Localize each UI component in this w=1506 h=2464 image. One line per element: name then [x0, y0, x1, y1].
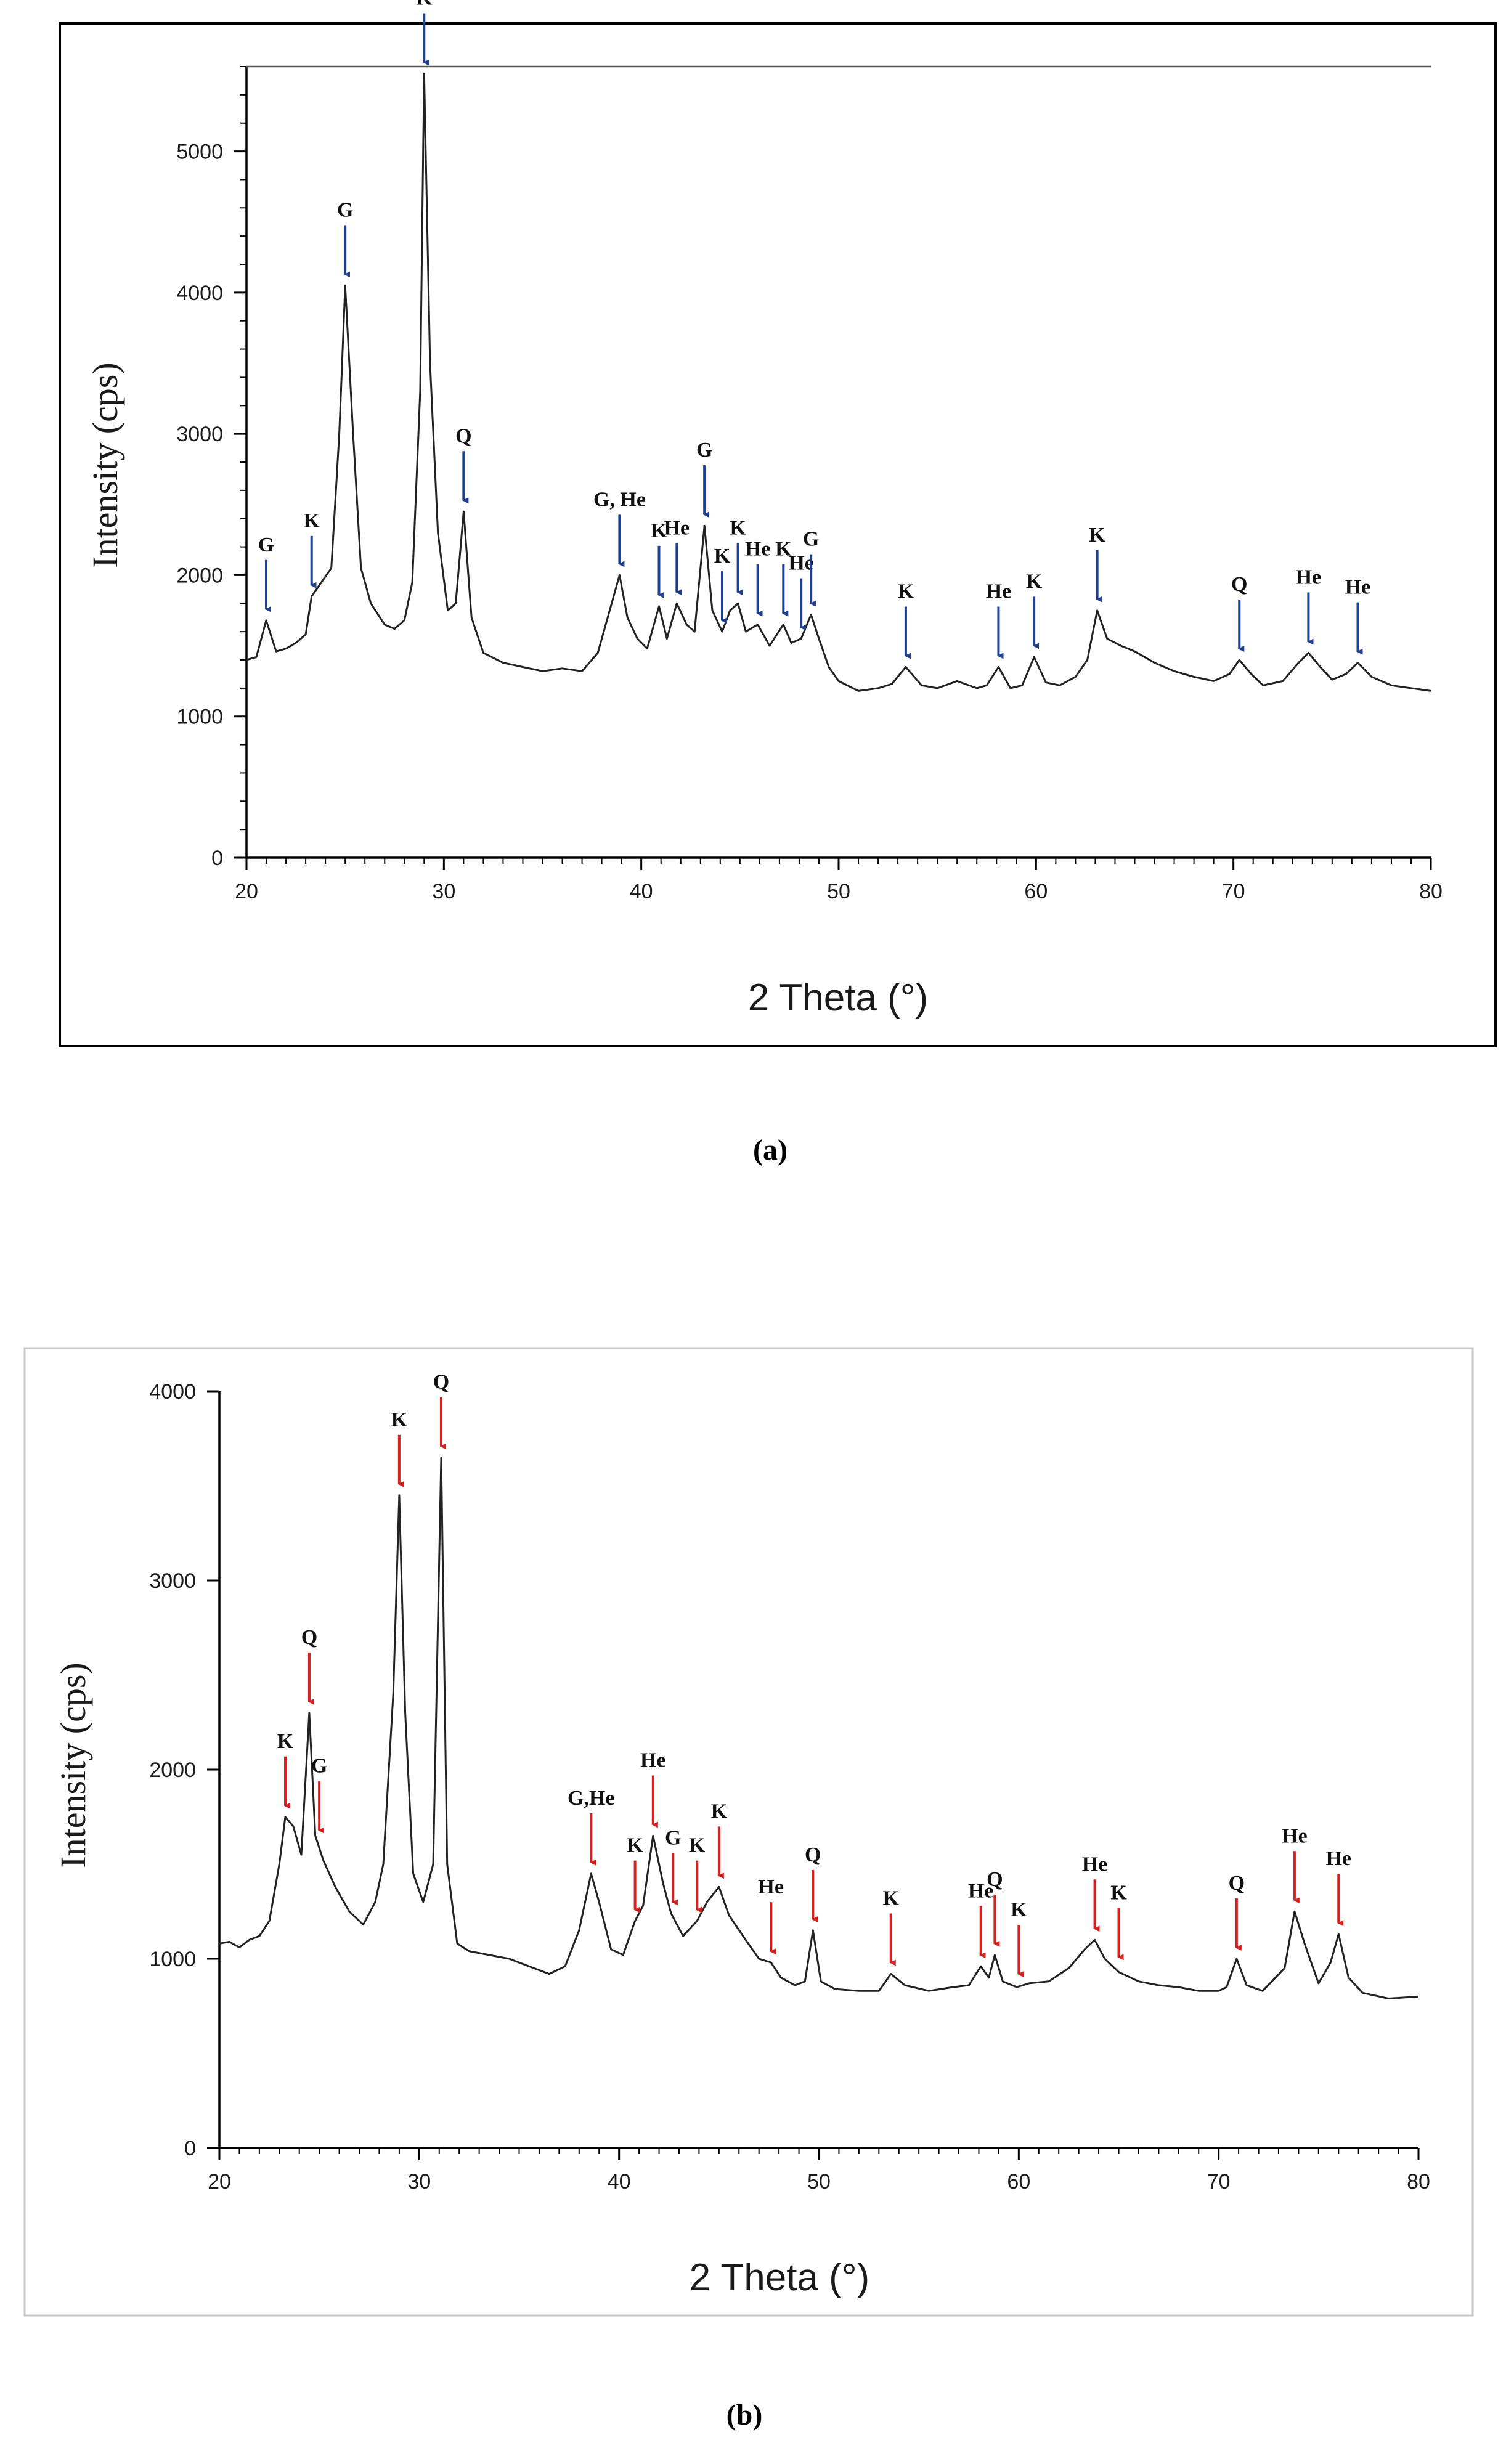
- chart-a-peak-label: G: [803, 528, 819, 551]
- panel-a: 20304050607080010002000300040005000GKGKQ…: [59, 0, 1497, 1047]
- chart-a-peak-label: K: [303, 510, 320, 532]
- chart-a-ylabel: Intensity (cps): [85, 362, 125, 567]
- chart-b-y-tick-label: 2000: [149, 1759, 196, 1782]
- chart-b-trace: [219, 1456, 1419, 1999]
- chart-a-peak-label: Q: [1231, 573, 1247, 596]
- chart-b-peak-label: Q: [805, 1844, 821, 1866]
- chart-a-peak-label: He: [745, 538, 771, 561]
- chart-a-y-tick-label: 2000: [176, 564, 223, 587]
- chart-a-peak-label: K: [1026, 570, 1043, 593]
- chart-a-x-tick-label: 80: [1419, 880, 1443, 903]
- chart-b-y-tick-label: 4000: [149, 1380, 196, 1404]
- chart-a-peak-label: He: [986, 580, 1012, 603]
- chart-a-x-tick-label: 30: [432, 880, 455, 903]
- chart-a-trace: [246, 73, 1431, 692]
- chart-a-peak-label: K: [714, 545, 731, 567]
- chart-b-peak-label: K: [627, 1834, 643, 1857]
- chart-a-peak-label: G: [696, 439, 712, 461]
- chart-a-peak-label: K: [775, 538, 792, 561]
- chart-b-x-tick-label: 50: [807, 2170, 831, 2194]
- chart-a-peak-label: He: [664, 516, 690, 539]
- chart-a-peak-label: K: [651, 519, 667, 542]
- chart-a-peak-label: K: [898, 580, 914, 603]
- chart-b-peak-label: He: [1282, 1824, 1308, 1847]
- chart-b-peak-label: He: [640, 1749, 666, 1771]
- chart-a-y-tick-label: 0: [211, 847, 223, 870]
- chart-a-peak-label: He: [788, 552, 814, 575]
- chart-a-peak-label: K: [416, 0, 433, 9]
- chart-b-peak-label: K: [1110, 1881, 1127, 1904]
- chart-b-x-tick-label: 60: [1007, 2170, 1030, 2194]
- chart-a-y-tick-label: 1000: [176, 705, 223, 729]
- chart-a-x-tick-label: 60: [1024, 880, 1048, 903]
- caption-b: (b): [727, 2399, 763, 2431]
- chart-b-peak-label: K: [711, 1800, 728, 1823]
- chart-b-peak-label: Q: [987, 1868, 1003, 1891]
- chart-b-peak-label: K: [689, 1834, 706, 1857]
- chart-b-x-tick-label: 80: [1407, 2170, 1430, 2194]
- chart-b-peak-label: K: [883, 1887, 900, 1910]
- chart-b-peak-label: Q: [1229, 1872, 1245, 1895]
- chart-b: 20 30 40 50 60 70 8001000200030004000KQGKQG,He…: [149, 1370, 1430, 2194]
- chart-b-peak-label: Q: [301, 1626, 317, 1649]
- chart-b-peak-label: He: [968, 1879, 994, 1902]
- chart-b-peak-label: K: [277, 1730, 294, 1753]
- panel-a-frame: [59, 22, 1497, 1047]
- chart-a-x-tick-label: 50: [827, 880, 850, 903]
- chart-b-y-tick-label: 0: [184, 2137, 196, 2160]
- chart-b-peak-label: K: [1011, 1898, 1027, 1921]
- chart-a-peak-label: G, He: [593, 488, 646, 511]
- chart-a: 20304050607080010002000300040005000GKGKQ…: [176, 0, 1443, 903]
- chart-a-peak-label: He: [1296, 566, 1322, 589]
- chart-b-peak-label: He: [758, 1876, 784, 1898]
- chart-b-x-tick-label: 30: [407, 2170, 431, 2194]
- chart-b-x-tick-label: 20: [208, 2170, 231, 2194]
- chart-a-xlabel: 2 Theta (°): [748, 977, 928, 1019]
- chart-b-peak-label: He: [1082, 1853, 1108, 1876]
- chart-a-peak-label: Q: [455, 425, 471, 447]
- chart-a-x-tick-label: 70: [1222, 880, 1245, 903]
- chart-b-peak-label: G: [311, 1755, 327, 1778]
- chart-b-peak-label: G: [665, 1826, 681, 1849]
- chart-b-xlabel: 2 Theta (°): [690, 2256, 869, 2299]
- chart-b-y-tick-label: 1000: [149, 1948, 196, 1971]
- chart-b-peak-label: K: [391, 1409, 408, 1431]
- caption-a: (a): [753, 1134, 788, 1166]
- chart-a-y-tick-label: 3000: [176, 423, 223, 446]
- chart-b-peak-label: G,He: [568, 1787, 614, 1810]
- panel-b-frame: [23, 1347, 1474, 2317]
- chart-b-ylabel: Intensity (cps): [53, 1662, 93, 1868]
- chart-b-y-tick-label: 3000: [149, 1569, 196, 1593]
- chart-a-peak-label: K: [730, 516, 746, 539]
- chart-a-peak-label: G: [337, 198, 353, 221]
- chart-a-x-tick-label: 40: [630, 880, 653, 903]
- chart-a-y-tick-label: 5000: [176, 140, 223, 164]
- chart-b-peak-label: He: [1325, 1847, 1351, 1870]
- chart-a-peak-label: G: [258, 534, 274, 556]
- panel-b: 20 30 40 50 60 70 8001000200030004000KQGKQG,He…: [23, 1347, 1474, 2317]
- chart-b-peak-label: Q: [433, 1370, 449, 1393]
- chart-b-x-tick-label: 70: [1207, 2170, 1231, 2194]
- chart-b-x-tick-label: 40: [608, 2170, 631, 2194]
- chart-a-peak-label: He: [1345, 576, 1371, 599]
- chart-a-y-tick-label: 4000: [176, 282, 223, 305]
- chart-a-x-tick-label: 20: [235, 880, 258, 903]
- chart-a-peak-label: K: [1089, 524, 1105, 547]
